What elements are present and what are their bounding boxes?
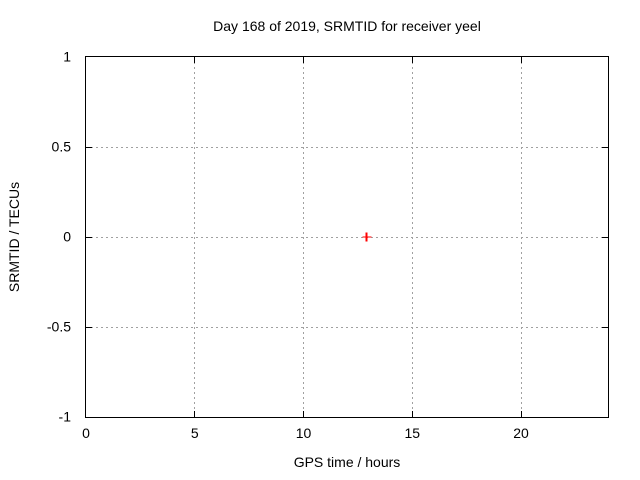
data-point-marker <box>362 232 372 242</box>
y-tick-label: -0.5 <box>46 318 71 335</box>
y-tick-right <box>602 236 608 238</box>
y-axis-label: SRMTID / TECUs <box>6 181 22 293</box>
y-tick-label: -1 <box>58 408 71 425</box>
y-tick-label: 0 <box>63 228 71 245</box>
x-axis-label: GPS time / hours <box>293 454 401 470</box>
y-tick-label: 0.5 <box>51 138 71 155</box>
plot-area: 0 5 10 15 20 -1 -0.5 0 0.5 1 <box>47 49 609 441</box>
y-tick-left <box>86 146 92 148</box>
x-tick-label: 5 <box>190 425 199 441</box>
x-tick-top <box>411 57 413 63</box>
chart-title: Day 168 of 2019, SRMTID for receiver yee… <box>213 18 481 34</box>
y-tick-left <box>86 326 92 328</box>
x-tick-label: 10 <box>295 425 312 441</box>
x-tick-label: 0 <box>82 425 90 441</box>
x-tick-top <box>303 57 304 63</box>
y-tick-left <box>86 236 92 238</box>
x-tick-top <box>520 57 522 63</box>
y-gridline <box>86 146 608 148</box>
x-tick-bottom <box>194 411 196 417</box>
x-tick-bottom <box>303 411 304 417</box>
y-tick-right <box>602 326 608 328</box>
y-gridline <box>86 236 608 238</box>
x-tick-top <box>194 57 196 63</box>
y-gridline <box>86 326 608 328</box>
y-tick-right <box>602 146 608 148</box>
x-tick-label: 20 <box>513 425 529 441</box>
x-tick-bottom <box>520 411 522 417</box>
x-tick-label: 15 <box>404 425 421 441</box>
x-tick-bottom <box>411 411 413 417</box>
y-tick-label: 1 <box>63 48 71 65</box>
